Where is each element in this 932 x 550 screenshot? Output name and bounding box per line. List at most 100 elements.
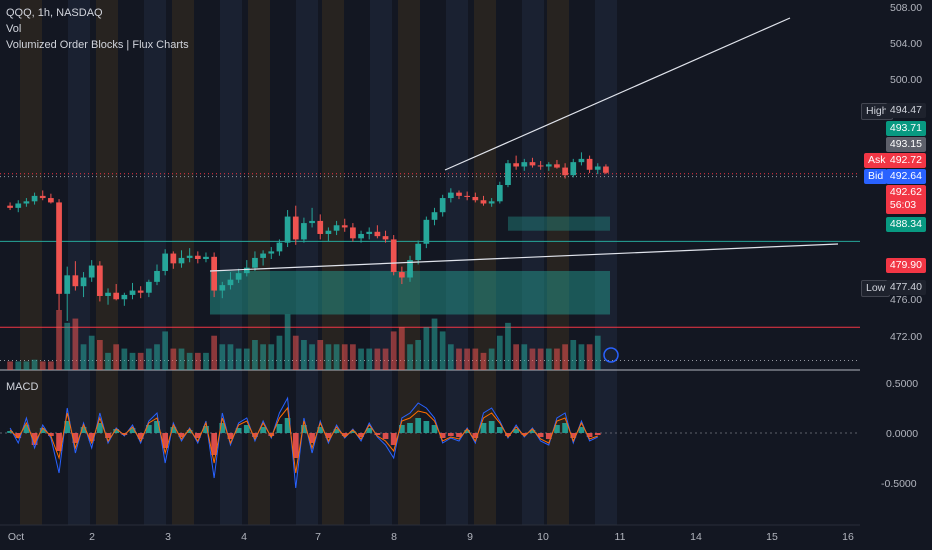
macd-histogram-bar [496, 427, 503, 433]
volume-bar [88, 335, 95, 370]
macd-histogram-bar [521, 433, 528, 435]
volume-bar [358, 348, 364, 370]
macd-histogram-bar [170, 427, 177, 433]
volume-bar [407, 344, 413, 370]
x-label: 11 [614, 531, 626, 543]
volume-bar [15, 361, 22, 370]
candle-body [235, 273, 242, 280]
candle-body [301, 223, 307, 240]
volume-bar [268, 344, 275, 370]
candle-body [276, 242, 283, 252]
volume-bar [578, 344, 585, 370]
volume-bar [390, 331, 397, 370]
macd-histogram-bar [105, 433, 111, 438]
candle-body [423, 219, 430, 244]
macd-histogram-bar [186, 430, 193, 433]
x-label: 10 [537, 531, 549, 543]
volume-bar [431, 318, 438, 370]
volume-bar [423, 327, 430, 370]
macd-histogram-bar [56, 433, 62, 451]
volume-bar [97, 340, 103, 370]
volume-bar [382, 348, 389, 370]
gray-price-tag: 493.15 [885, 137, 926, 152]
macd-tick: -0.5000 [881, 478, 917, 490]
candle-body [358, 233, 364, 239]
candle-body [505, 163, 511, 185]
macd-histogram-bar [284, 418, 291, 433]
candle-body [48, 198, 54, 203]
session-shade-pre [248, 0, 270, 525]
low-label: Low [861, 280, 891, 297]
candle-body [129, 290, 136, 295]
candle-body [382, 236, 389, 240]
macd-histogram-bar [562, 423, 568, 433]
candle-body [447, 192, 454, 199]
volume-bar [137, 352, 144, 370]
volume-bar [399, 327, 405, 370]
volume-bar [586, 344, 593, 370]
volume-bar [129, 352, 136, 370]
candle-body [309, 220, 315, 224]
candle-body [578, 158, 585, 163]
bid-value-tag: 492.64 [885, 169, 926, 184]
macd-tick: 0.5000 [886, 378, 919, 390]
green-price-tag: 493.71 [885, 121, 926, 136]
ask-label: Ask [864, 153, 890, 168]
macd-histogram-bar [505, 433, 511, 436]
macd-histogram-bar [178, 433, 185, 437]
candle-body [464, 195, 471, 197]
candle-body [31, 195, 38, 202]
volume-bar [178, 348, 185, 370]
candle-body [154, 270, 160, 282]
candle-body [439, 198, 446, 213]
candle-body [162, 253, 169, 271]
macd-histogram-bar [423, 421, 430, 433]
macd-histogram-bar [162, 433, 169, 448]
candle-body [554, 164, 560, 168]
volume-bar [31, 359, 38, 370]
macd-histogram-bar [382, 433, 389, 439]
volume-bar [105, 352, 111, 370]
volume-bar [439, 331, 446, 370]
price-tick: 504.00 [890, 38, 923, 50]
macd-histogram-bar [7, 431, 13, 433]
volume-bar [350, 344, 356, 370]
macd-tick: 0.0000 [886, 428, 919, 440]
candle-body [325, 230, 332, 234]
macd-histogram-bar [64, 421, 71, 433]
macd-histogram-bar [276, 424, 283, 433]
candle-body [521, 162, 528, 167]
macd-histogram-bar [15, 433, 22, 438]
candle-body [105, 292, 111, 296]
x-label: 2 [89, 531, 95, 543]
macd-histogram-bar [570, 433, 577, 438]
volume-bar [374, 348, 381, 370]
volume-bar [260, 344, 266, 370]
volume-bar [7, 361, 13, 370]
macd-histogram-bar [97, 423, 103, 433]
macd-histogram-bar [317, 427, 324, 433]
candle-body [186, 255, 193, 258]
macd-histogram-bar [586, 433, 593, 437]
macd-histogram-bar [325, 433, 332, 438]
candle-body [317, 220, 324, 234]
macd-histogram-bar [31, 433, 38, 445]
candle-body [529, 162, 536, 166]
macd-histogram-bar [292, 433, 299, 458]
candle-body [268, 251, 275, 254]
candle-body [284, 216, 291, 243]
macd-histogram-bar [529, 430, 536, 433]
candle-body [480, 200, 487, 204]
macd-histogram-bar [554, 425, 560, 433]
macd-histogram-bar [268, 433, 275, 436]
candle-body [23, 201, 30, 204]
volume-bar [194, 352, 201, 370]
macd-histogram-bar [594, 433, 601, 435]
candle-body [407, 260, 413, 278]
session-shade-pre [547, 0, 569, 525]
volume-bar [325, 344, 332, 370]
symbol-legend: QQQ, 1h, NASDAQ [6, 7, 103, 19]
volume-bar [48, 361, 54, 370]
candle-body [72, 275, 79, 287]
